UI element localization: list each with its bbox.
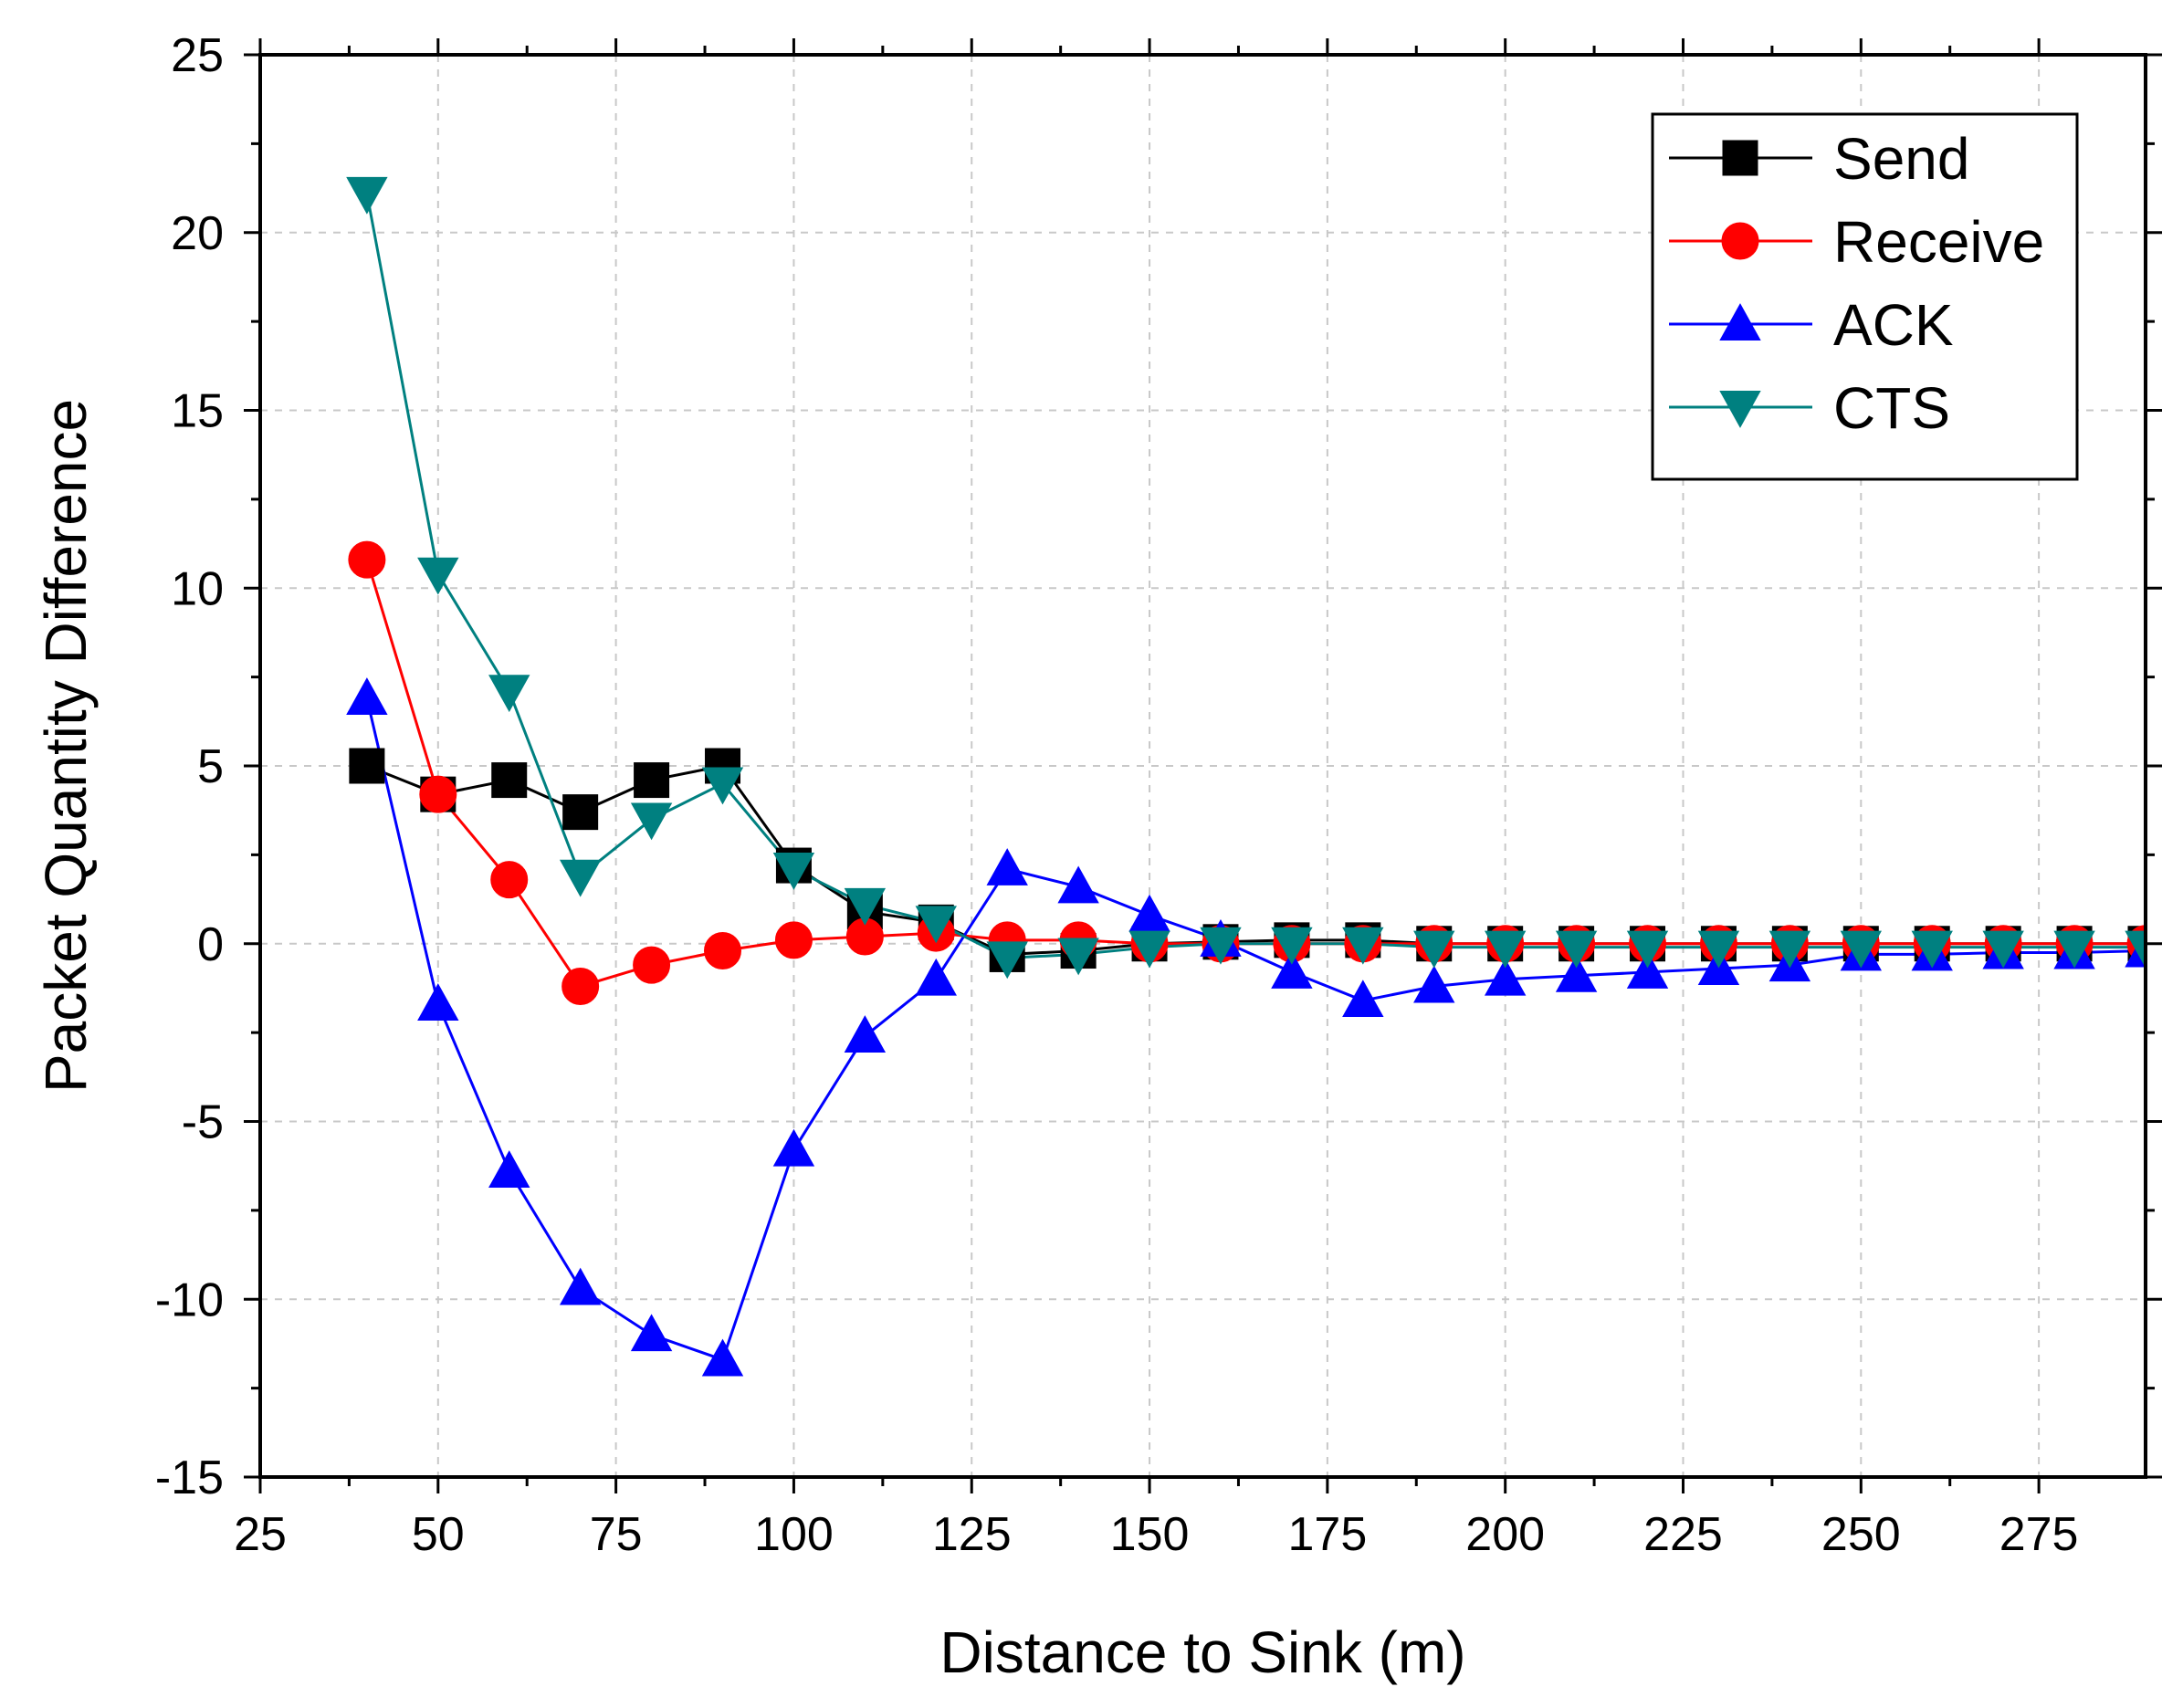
point-cts [630, 802, 673, 841]
point-receive [419, 775, 457, 813]
point-ack [1555, 954, 1598, 992]
y-tick-label: 25 [171, 29, 224, 82]
point-ack [1484, 958, 1527, 996]
point-receive [704, 932, 742, 970]
legend-label-receive: Receive [1833, 209, 2044, 275]
point-send [491, 762, 528, 799]
point-ack [346, 677, 388, 715]
point-ack [488, 1150, 530, 1189]
legend-label-send: Send [1833, 126, 1969, 192]
legend-label-cts: CTS [1833, 375, 1950, 441]
y-tick-label: 15 [171, 385, 224, 438]
point-cts [1911, 930, 1953, 969]
point-ack [417, 983, 459, 1021]
y-tick-label: -15 [155, 1451, 224, 1504]
y-tick-label: -10 [155, 1273, 224, 1326]
point-ack [1413, 965, 1455, 1003]
point-cts [1128, 930, 1170, 969]
point-cts [2125, 930, 2146, 969]
point-cts [346, 176, 388, 215]
point-cts [2053, 930, 2095, 969]
point-send [349, 748, 385, 784]
legend: Send Receive ACK CTS [1651, 112, 2079, 481]
point-ack [559, 1267, 602, 1305]
y-axis-ticks: -15 -10 -5 0 5 10 15 20 25 [155, 29, 2162, 1504]
point-cts [1768, 930, 1811, 969]
x-tick-label: 225 [1643, 1508, 1723, 1561]
x-tick-label: 250 [1821, 1508, 1901, 1561]
legend-marker-receive [1721, 222, 1759, 260]
point-cts [986, 941, 1028, 980]
point-ack [701, 1338, 744, 1377]
point-cts [915, 906, 957, 944]
point-ack [1128, 894, 1170, 932]
y-tick-label: 20 [171, 207, 224, 260]
point-ack [1057, 865, 1099, 904]
legend-marker-cts [1719, 391, 1761, 428]
point-cts [844, 887, 887, 926]
point-receive [774, 921, 813, 959]
series-markers [346, 176, 2146, 1377]
point-cts [1626, 930, 1669, 969]
legend-marker-send [1722, 140, 1758, 176]
point-ack [1626, 951, 1669, 989]
x-tick-label: 175 [1287, 1508, 1367, 1561]
point-cts [1413, 930, 1455, 969]
point-cts [1697, 930, 1740, 969]
point-cts [1057, 938, 1099, 976]
y-axis-title: Packet Quantity Difference [33, 399, 99, 1093]
point-cts [1484, 930, 1527, 969]
point-cts [1342, 927, 1384, 965]
point-cts [701, 767, 744, 805]
x-tick-label: 75 [590, 1508, 643, 1561]
x-tick-label: 100 [754, 1508, 834, 1561]
legend-label-ack: ACK [1833, 292, 1954, 358]
y-tick-label: 10 [171, 562, 224, 615]
point-cts [417, 557, 459, 595]
y-tick-label: -5 [182, 1096, 224, 1149]
legend-marker-ack [1719, 303, 1761, 341]
point-ack [986, 848, 1028, 885]
y-tick-label: 0 [197, 918, 224, 971]
point-cts [1555, 930, 1598, 969]
point-cts [559, 859, 602, 897]
x-tick-label: 200 [1465, 1508, 1545, 1561]
point-cts [488, 675, 530, 713]
point-cts [772, 852, 815, 890]
point-cts [1982, 930, 2024, 969]
point-send [634, 762, 670, 799]
x-tick-label: 50 [412, 1508, 465, 1561]
x-tick-label: 125 [932, 1508, 1012, 1561]
x-axis-title: Distance to Sink (m) [939, 1619, 1465, 1685]
x-tick-label: 25 [234, 1508, 287, 1561]
point-send [562, 794, 599, 831]
point-ack [1271, 951, 1313, 989]
point-receive [633, 946, 671, 984]
x-tick-label: 150 [1110, 1508, 1190, 1561]
point-ack [1342, 980, 1384, 1018]
point-receive [561, 967, 600, 1005]
point-cts [1271, 927, 1313, 965]
x-tick-label: 275 [1999, 1508, 2079, 1561]
point-receive [348, 540, 386, 579]
point-ack [630, 1314, 673, 1352]
point-ack [772, 1128, 815, 1167]
point-ack [915, 958, 957, 996]
y-tick-label: 5 [197, 740, 224, 793]
point-ack [844, 1015, 887, 1053]
x-axis-ticks: 25 50 75 100 125 150 175 200 225 250 275 [234, 38, 2078, 1561]
point-cts [1840, 930, 1883, 969]
point-cts [1200, 927, 1242, 965]
point-receive [490, 861, 529, 899]
